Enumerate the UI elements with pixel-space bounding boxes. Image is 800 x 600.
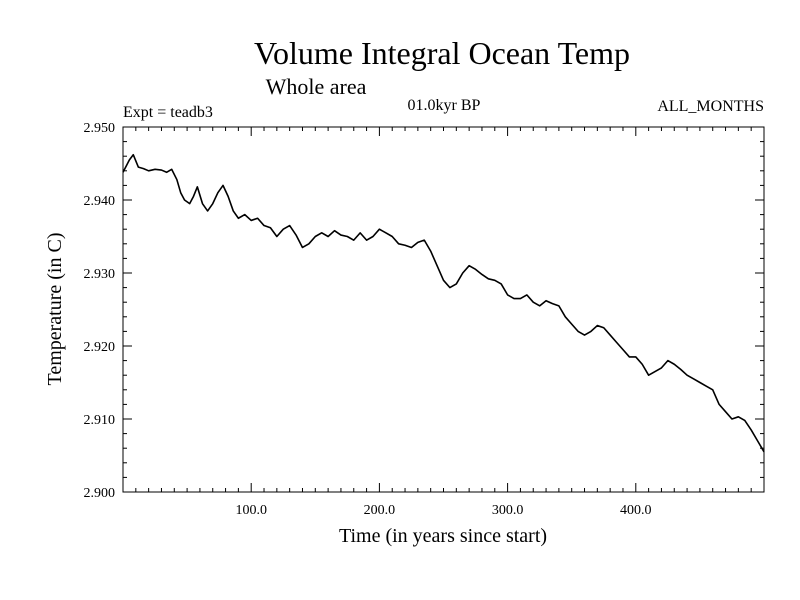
experiment-label: Expt = teadb3 xyxy=(123,104,213,121)
y-tick-label: 2.920 xyxy=(84,340,116,355)
y-tick-label: 2.900 xyxy=(84,486,116,501)
y-tick-label: 2.930 xyxy=(84,267,116,282)
y-axis-label: Temperature (in C) xyxy=(44,233,66,386)
x-tick-label: 400.0 xyxy=(620,503,652,518)
chart-subtitle: Whole area xyxy=(266,74,367,99)
temperature-series-line xyxy=(122,153,765,453)
y-tick-label: 2.950 xyxy=(84,121,116,136)
period-label: 01.0kyr BP xyxy=(408,97,481,114)
x-tick-label: 100.0 xyxy=(235,503,267,518)
x-axis-label: Time (in years since start) xyxy=(339,525,547,547)
y-tick-label: 2.940 xyxy=(84,194,116,209)
chart-title: Volume Integral Ocean Temp xyxy=(254,35,630,71)
axis-tick-labels: 100.0 200.0 300.0 400.0 2.900 2.910 2.920 2.930… xyxy=(84,121,652,518)
x-tick-label: 200.0 xyxy=(364,503,396,518)
axis-ticks xyxy=(123,127,764,492)
months-label: ALL_MONTHS xyxy=(657,98,764,115)
x-tick-label: 300.0 xyxy=(492,503,524,518)
y-tick-label: 2.910 xyxy=(84,413,116,428)
plot-area-frame xyxy=(122,126,765,493)
